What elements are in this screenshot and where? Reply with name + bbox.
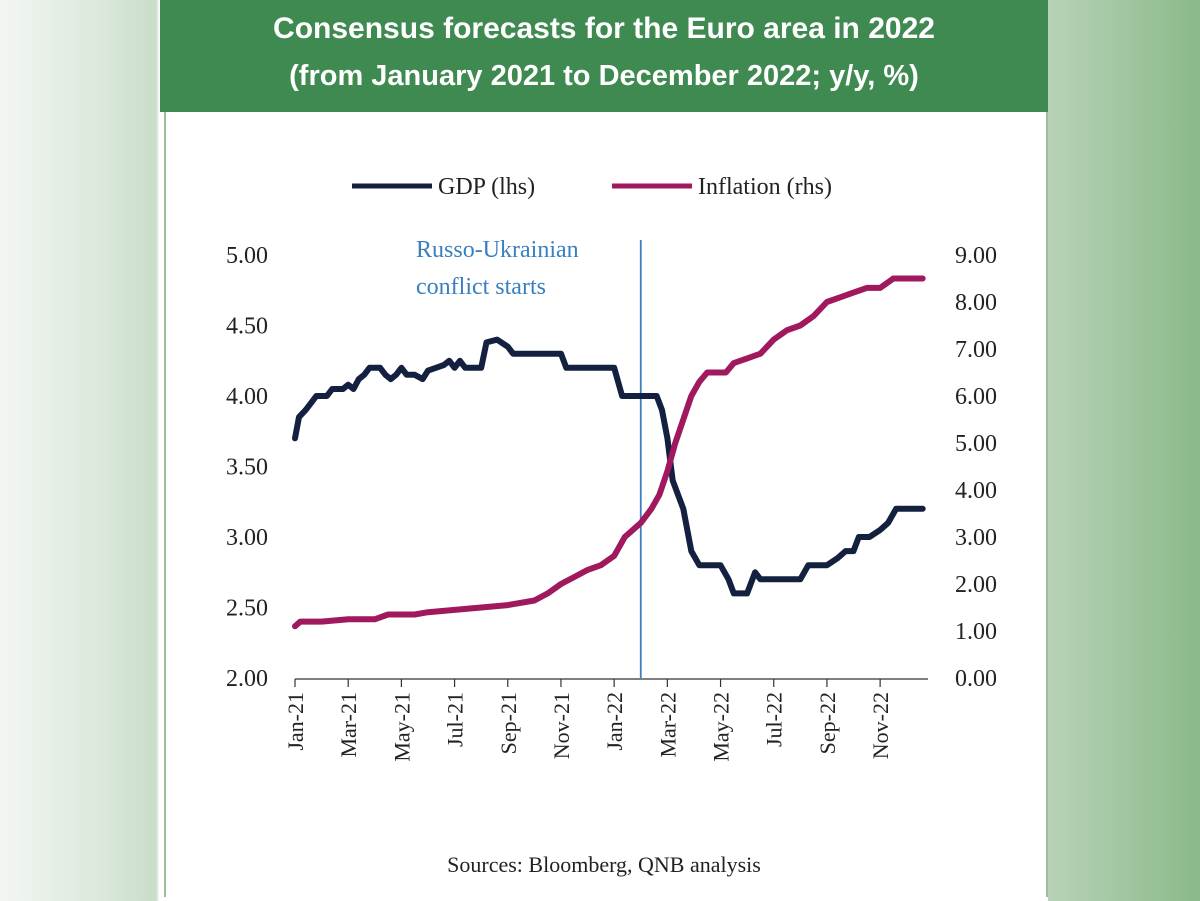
line-chart: GDP (lhs) Inflation (rhs) Russo-Ukrainia…: [226, 174, 997, 762]
x-tick-label-4: Sep-21: [496, 692, 521, 754]
y-right-tick-label-4: 4.00: [955, 478, 997, 504]
chart-header: Consensus forecasts for the Euro area in…: [160, 0, 1048, 112]
y-left-tick-label-4: 4.00: [226, 384, 268, 410]
x-tick-label-10: Sep-22: [815, 692, 840, 754]
y-right-tick-label-5: 5.00: [955, 431, 997, 457]
legend-inflation-label: Inflation (rhs): [698, 174, 832, 200]
x-tick-label-5: Nov-21: [549, 692, 574, 759]
x-tick-label-2: May-21: [389, 692, 414, 762]
y-left-tick-label-3: 3.50: [226, 455, 268, 481]
x-tick-label-1: Mar-21: [336, 692, 361, 758]
y-left-tick-label-5: 4.50: [226, 314, 268, 340]
inflation-series-line: [292, 275, 926, 630]
y-right-tick-label-3: 3.00: [955, 525, 997, 551]
legend: GDP (lhs) Inflation (rhs): [352, 174, 832, 200]
y-left-tick-label-0: 2.00: [226, 666, 268, 692]
y-left-tick-label-1: 2.50: [226, 596, 268, 622]
chart-frame: [164, 112, 1048, 897]
y-right-tick-label-9: 9.00: [955, 243, 997, 269]
y-right-tick-label-2: 2.00: [955, 572, 997, 598]
gdp-series-line: [292, 336, 926, 597]
y-right-tick-label-0: 0.00: [955, 666, 997, 692]
x-tick-label-8: May-22: [709, 692, 734, 762]
chart-subtitle: (from January 2021 to December 2022; y/y…: [289, 60, 919, 92]
y-right-tick-label-7: 7.00: [955, 337, 997, 363]
y-left-tick-label-2: 3.00: [226, 525, 268, 551]
x-tick-label-7: Mar-22: [655, 692, 680, 758]
annotation-line-2: conflict starts: [416, 274, 546, 300]
source-note: Sources: Bloomberg, QNB analysis: [447, 852, 761, 877]
legend-gdp-label: GDP (lhs): [438, 174, 535, 200]
y-left-tick-label-6: 5.00: [226, 243, 268, 269]
x-tick-label-3: Jul-21: [443, 692, 468, 747]
chart-card: Consensus forecasts for the Euro area in…: [160, 0, 1048, 901]
annotation-line-1: Russo-Ukrainian: [416, 237, 579, 263]
y-right-tick-label-1: 1.00: [955, 619, 997, 645]
chart-title: Consensus forecasts for the Euro area in…: [273, 12, 935, 45]
x-tick-label-6: Jan-22: [602, 692, 627, 751]
x-tick-label-11: Nov-22: [868, 692, 893, 759]
x-tick-label-0: Jan-21: [283, 692, 308, 751]
y-right-tick-label-6: 6.00: [955, 384, 997, 410]
x-tick-label-9: Jul-22: [762, 692, 787, 747]
y-right-tick-label-8: 8.00: [955, 290, 997, 316]
